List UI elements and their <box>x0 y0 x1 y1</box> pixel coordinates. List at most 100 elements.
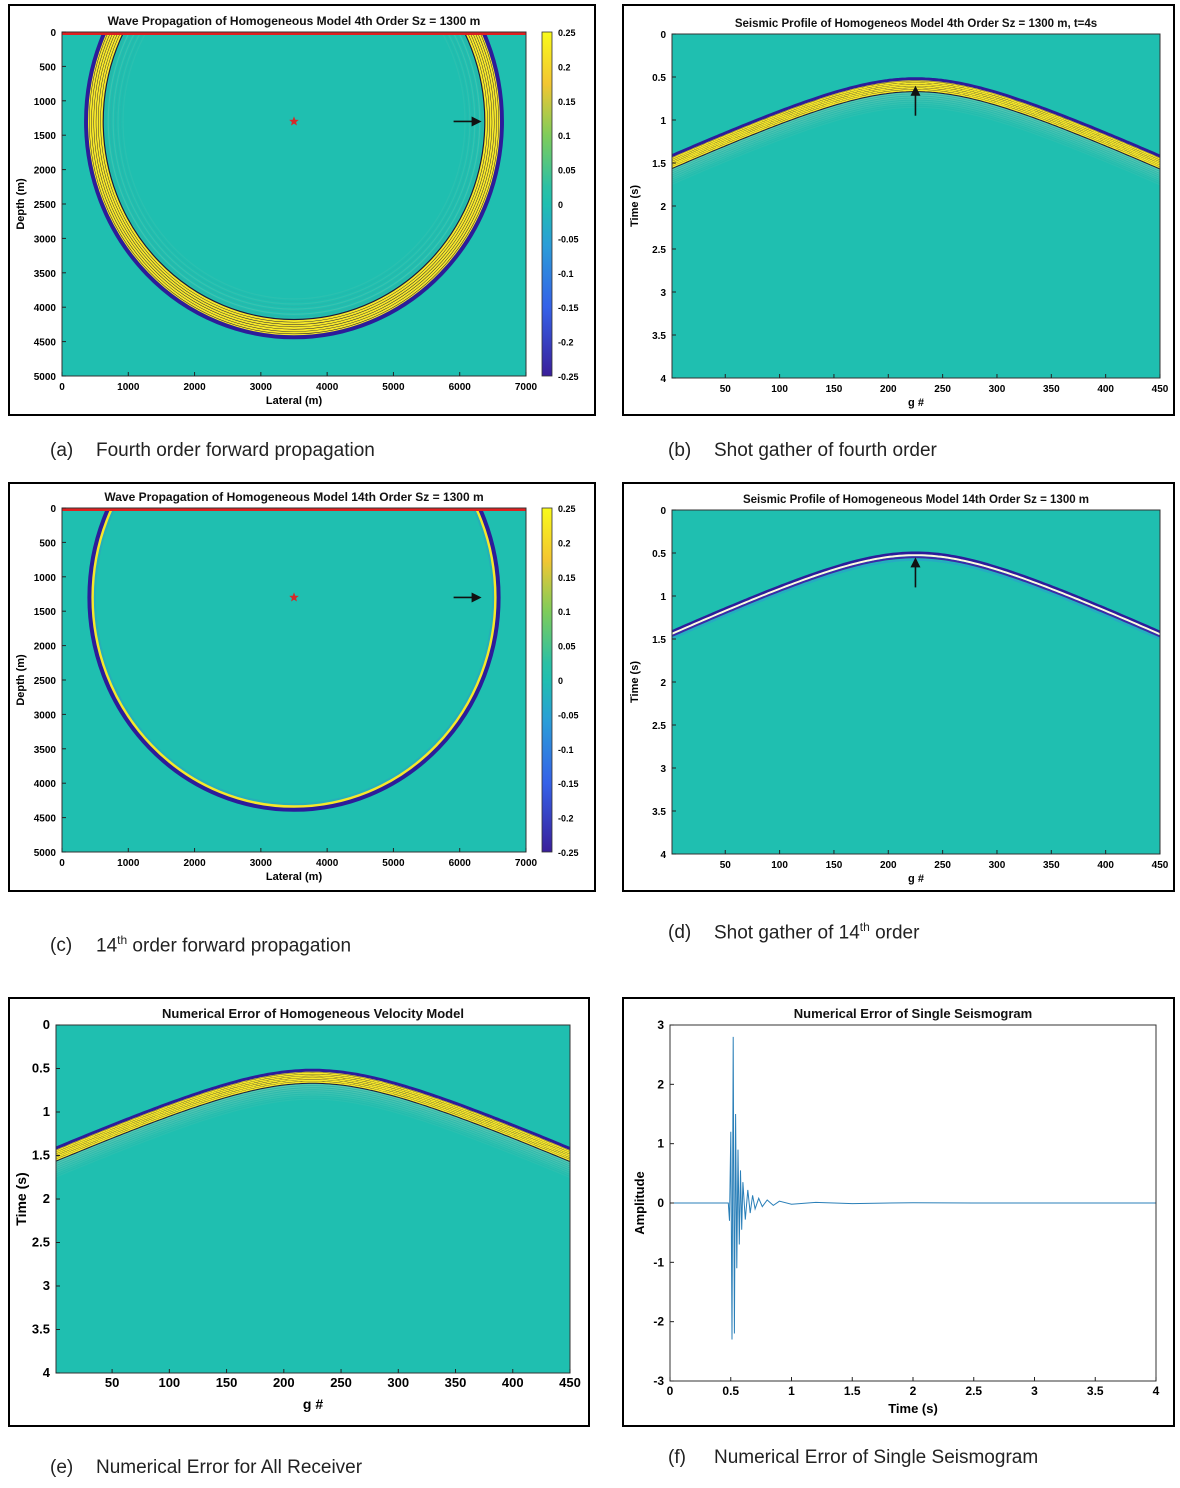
trailing-event <box>56 1097 570 1177</box>
y-tick-label: 1.5 <box>32 1148 50 1163</box>
y-tick-label: 500 <box>39 62 56 73</box>
trailing-event <box>56 1088 570 1168</box>
y-tick-label: 3500 <box>34 269 57 280</box>
caption-text: Numerical Error for All Receiver <box>96 1457 363 1478</box>
colorbar-tick-label: 0.2 <box>558 538 571 548</box>
y-tick-label: 2 <box>657 1077 664 1091</box>
x-axis-label: Time (s) <box>888 1401 938 1416</box>
x-tick-label: 3 <box>1031 1384 1038 1398</box>
y-tick-label: 4000 <box>34 303 57 314</box>
colorbar-tick-label: 0.25 <box>558 504 576 514</box>
x-tick-label: 50 <box>720 384 732 395</box>
x-tick-label: 150 <box>216 1375 238 1390</box>
event-yellow <box>56 1079 570 1161</box>
x-tick-label: 2000 <box>183 382 206 393</box>
x-axis-label: g # <box>908 873 924 885</box>
y-axis-label: Time (s) <box>629 661 641 703</box>
caption-b: (b) Shot gather of fourth order <box>668 440 937 462</box>
wavefront-outer-blue <box>84 32 504 340</box>
caption-letter: (c) <box>50 935 73 957</box>
x-tick-label: 7000 <box>515 382 538 393</box>
colorbar-tick-label: -0.25 <box>558 372 579 382</box>
y-tick-label: 1 <box>657 1137 664 1151</box>
y-axis-label: Amplitude <box>632 1171 647 1235</box>
x-tick-label: 0 <box>59 382 65 393</box>
trailing-event <box>56 1093 570 1173</box>
caption-a: (a) Fourth order forward propagation <box>50 440 375 462</box>
chart-title: Seismic Profile of Homogeneous Model 14t… <box>743 494 1089 506</box>
y-axis-label: Depth (m) <box>15 178 27 230</box>
trailing-event <box>56 1095 570 1175</box>
panel-c: 0.25 0.2 0.15 0.1 0.05 0 -0.05 -0.1 -0.15 -0.2 -0.… <box>8 482 596 892</box>
y-tick-label: 1 <box>660 116 666 127</box>
colorbar-tick-label: 0.2 <box>558 62 571 72</box>
y-tick-label: 2.5 <box>652 721 666 732</box>
event-dark <box>672 556 1160 638</box>
x-axis-label: g # <box>908 397 924 409</box>
y-tick-label: 0.5 <box>32 1061 50 1076</box>
y-tick-label: 3 <box>660 764 666 775</box>
trailing-event <box>56 1086 570 1167</box>
receiver-line <box>62 32 526 35</box>
y-tick-label: 2000 <box>34 642 57 653</box>
event-first-arrival <box>56 1068 570 1150</box>
caption-c: (c) 14th order forward propagation <box>50 933 351 957</box>
y-tick-label: 4 <box>660 374 666 385</box>
y-tick-label: -3 <box>653 1374 664 1388</box>
y-tick-label: 3 <box>43 1278 50 1293</box>
colorbar-tick-label: 0 <box>558 676 563 686</box>
y-axis-label: Depth (m) <box>15 654 27 706</box>
x-tick-label: 4 <box>1153 1384 1160 1398</box>
x-tick-label: 5000 <box>382 858 405 869</box>
x-tick-label: 0.5 <box>722 1384 739 1398</box>
trailing-event <box>56 1086 570 1166</box>
colorbar-tick-label: 0.05 <box>558 642 576 652</box>
event-yellow <box>672 84 1160 165</box>
chart-b: 50 100 150 200 250 300 350 400 450 0 0.5 1 1.5 2 2.5 3 3… <box>629 18 1169 409</box>
colorbar-tick-label: -0.25 <box>558 848 579 858</box>
wavefront-ring <box>100 32 488 322</box>
x-tick-label: 250 <box>330 1375 352 1390</box>
colorbar <box>541 31 553 377</box>
y-tick-label: 4500 <box>34 814 57 825</box>
event-yellow <box>56 1072 570 1154</box>
x-tick-label: 1000 <box>117 382 140 393</box>
trailing-ring <box>105 32 483 318</box>
wavefront-ring <box>91 32 497 332</box>
y-tick-label: 3500 <box>34 745 57 756</box>
colorbar-tick-label: -0.15 <box>558 779 579 789</box>
y-tick-label: 0 <box>50 28 56 39</box>
x-tick-label: 50 <box>720 860 732 871</box>
chart-f: 0 0.5 1 1.5 2 2.5 3 3.5 4 3 2 1 0 -1 -2 -3 Numerical Err… <box>632 1006 1160 1416</box>
y-tick-label: 2500 <box>34 676 57 687</box>
y-tick-label: 5000 <box>34 372 57 383</box>
caption-text: Fourth order forward propagation <box>96 440 375 461</box>
y-tick-label: 1.5 <box>652 635 666 646</box>
y-tick-label: 0 <box>43 1017 50 1032</box>
y-tick-label: 4000 <box>34 779 57 790</box>
x-axis-label: Lateral (m) <box>266 395 323 407</box>
y-tick-label: 5000 <box>34 848 57 859</box>
caption-letter: (d) <box>668 922 692 944</box>
event-dark <box>56 1082 570 1163</box>
event-yellow <box>56 1070 570 1152</box>
colorbar-tick-label: 0.05 <box>558 166 576 176</box>
x-tick-label: 300 <box>989 860 1006 871</box>
y-tick-label: 2 <box>660 202 666 213</box>
y-tick-label: -1 <box>653 1255 664 1269</box>
y-tick-label: 2000 <box>34 166 57 177</box>
colorbar-tick-label: -0.05 <box>558 710 579 720</box>
colorbar-tick-label: -0.1 <box>558 269 574 279</box>
colorbar-tick-label: 0 <box>558 200 563 210</box>
trailing-event <box>56 1096 570 1176</box>
x-tick-label: 300 <box>989 384 1006 395</box>
x-tick-label: 250 <box>934 860 951 871</box>
y-axis-label: Time (s) <box>13 1172 29 1225</box>
trailing-event <box>56 1091 570 1171</box>
wavefront-ring-dark <box>102 32 486 321</box>
y-tick-label: 4 <box>43 1365 51 1380</box>
x-tick-label: 1.5 <box>844 1384 861 1398</box>
series-line <box>670 1036 1156 1340</box>
x-tick-label: 1000 <box>117 858 140 869</box>
event-yellow <box>56 1077 570 1159</box>
